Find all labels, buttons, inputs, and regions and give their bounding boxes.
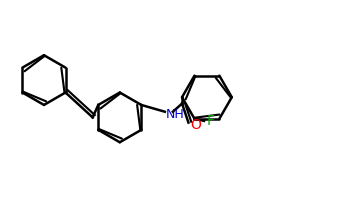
- Text: O: O: [190, 118, 201, 132]
- Text: F: F: [206, 114, 214, 128]
- Text: NH: NH: [166, 108, 185, 121]
